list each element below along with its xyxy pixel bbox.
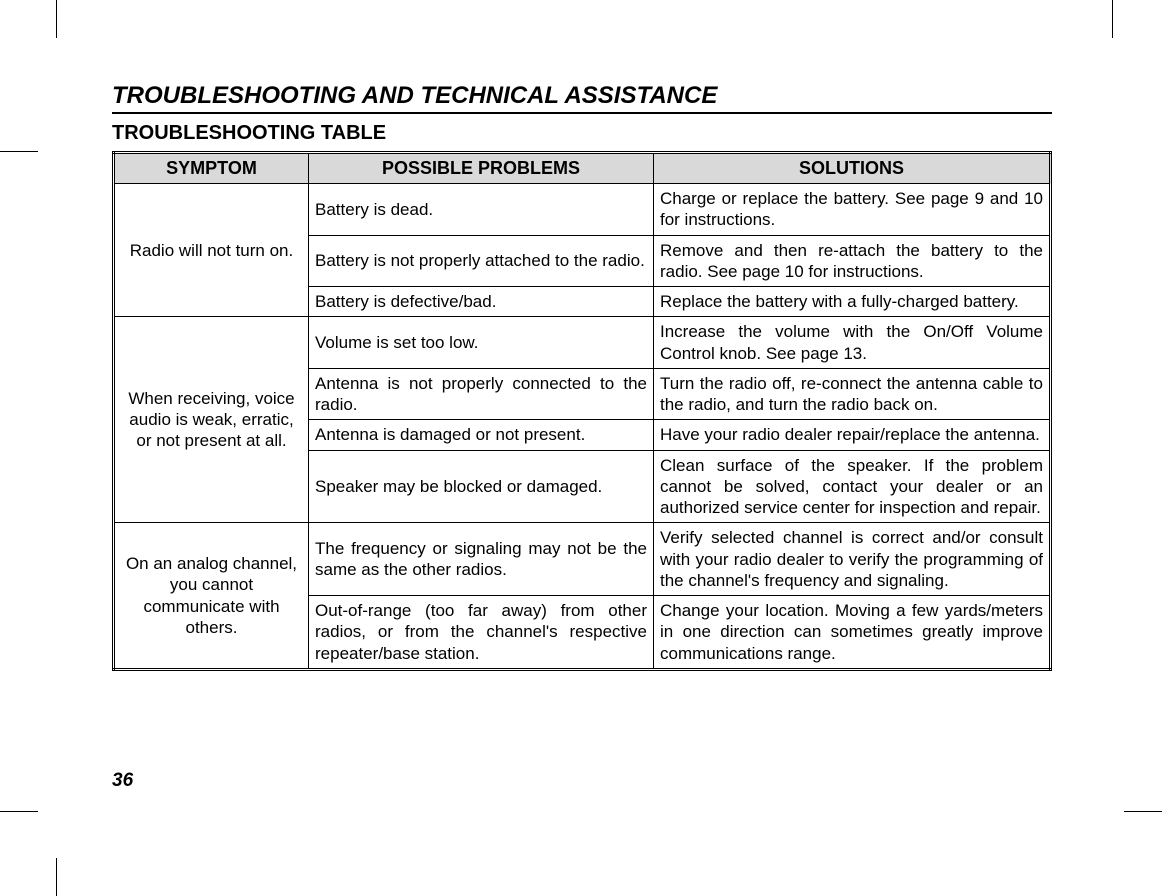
- solution-cell: Clean surface of the speaker. If the pro…: [654, 450, 1051, 523]
- problem-cell: Antenna is not properly connected to the…: [309, 368, 654, 420]
- problem-cell: Battery is dead.: [309, 184, 654, 236]
- solution-cell: Increase the volume with the On/Off Volu…: [654, 317, 1051, 369]
- problem-cell: Out-of-range (too far away) from other r…: [309, 596, 654, 670]
- solution-cell: Have your radio dealer repair/replace th…: [654, 420, 1051, 450]
- table-header-row: SYMPTOM POSSIBLE PROBLEMS SOLUTIONS: [114, 153, 1051, 184]
- solution-cell: Change your location. Moving a few yards…: [654, 596, 1051, 670]
- table-row: Radio will not turn on. Battery is dead.…: [114, 184, 1051, 236]
- problem-cell: Antenna is damaged or not present.: [309, 420, 654, 450]
- col-solutions: SOLUTIONS: [654, 153, 1051, 184]
- heading-section: TROUBLESHOOTING TABLE: [112, 122, 1052, 145]
- page-content: TROUBLESHOOTING AND TECHNICAL ASSISTANCE…: [112, 82, 1052, 671]
- solution-cell: Charge or replace the battery. See page …: [654, 184, 1051, 236]
- problem-cell: The frequency or signaling may not be th…: [309, 523, 654, 596]
- page-number: 36: [112, 770, 133, 792]
- problem-cell: Battery is not properly attached to the …: [309, 235, 654, 287]
- table-row: On an analog channel, you cannot communi…: [114, 523, 1051, 596]
- problem-cell: Battery is defective/bad.: [309, 287, 654, 317]
- col-symptom: SYMPTOM: [114, 153, 309, 184]
- solution-cell: Turn the radio off, re-connect the anten…: [654, 368, 1051, 420]
- troubleshooting-table: SYMPTOM POSSIBLE PROBLEMS SOLUTIONS Radi…: [112, 151, 1052, 671]
- col-problems: POSSIBLE PROBLEMS: [309, 153, 654, 184]
- heading-chapter: TROUBLESHOOTING AND TECHNICAL ASSISTANCE: [112, 82, 1052, 114]
- solution-cell: Remove and then re-attach the battery to…: [654, 235, 1051, 287]
- solution-cell: Verify selected channel is correct and/o…: [654, 523, 1051, 596]
- symptom-cell: On an analog channel, you cannot communi…: [114, 523, 309, 670]
- problem-cell: Volume is set too low.: [309, 317, 654, 369]
- table-row: When receiving, voice audio is weak, err…: [114, 317, 1051, 369]
- solution-cell: Replace the battery with a fully-charged…: [654, 287, 1051, 317]
- symptom-cell: Radio will not turn on.: [114, 184, 309, 317]
- symptom-cell: When receiving, voice audio is weak, err…: [114, 317, 309, 523]
- problem-cell: Speaker may be blocked or damaged.: [309, 450, 654, 523]
